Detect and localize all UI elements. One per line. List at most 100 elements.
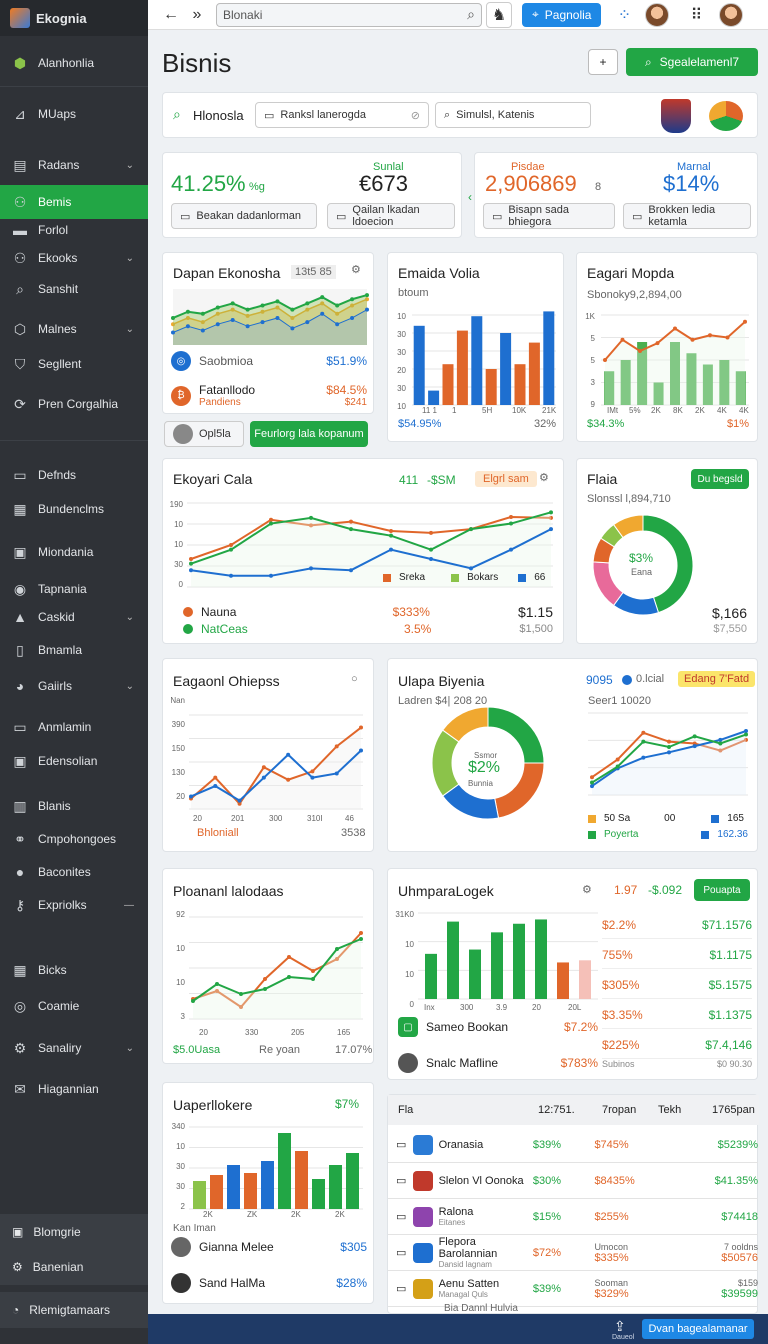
data-point [311, 969, 315, 973]
sidebar-item-1[interactable]: ▤ Radans ⌄ [0, 148, 148, 182]
sidebar-item-16[interactable]: ▭ Anmlamin [0, 710, 148, 744]
sidebar-bottom-item-0[interactable]: ▣ Blomgrie [0, 1214, 148, 1250]
kpi-chip-1[interactable]: ▭ Beakan dadanlorman [171, 203, 317, 229]
sidebar-item-11[interactable]: ▣ Miondania [0, 535, 148, 569]
sidebar-item-10[interactable]: ▦ Bundenclms [0, 492, 148, 526]
list-item[interactable]: NatCeas 3.5% $1,500 [183, 622, 553, 636]
settings-icon[interactable]: ⚙ [582, 884, 592, 896]
list-item[interactable]: Sand HalMa $28% [171, 1273, 367, 1293]
col-header[interactable]: 12:751. [538, 1104, 575, 1116]
sidebar-item-2[interactable]: ⚇ Bemis [0, 185, 148, 219]
footer-value-2: 17.07% [335, 1044, 373, 1056]
table-row[interactable]: 755% $1.1175 [602, 941, 752, 969]
report-button[interactable]: Feurlorg lala kopanum [250, 421, 368, 447]
table-row[interactable]: ▭ Ralona Eitanes $15% $255% $74418 [388, 1199, 758, 1235]
list-item[interactable]: Nauna $333% $1.15 [183, 604, 553, 620]
sidebar-item-19[interactable]: ⚭ Cmpohongoes [0, 822, 148, 856]
kpi-chip-3[interactable]: ▭ Bisapn sada bhiegora [483, 203, 615, 229]
sidebar-item-21[interactable]: ⚷ Expriolks — [0, 888, 148, 922]
share-icon[interactable]: ⇪ [614, 1318, 626, 1334]
info-icon[interactable]: ○ [351, 673, 358, 685]
table-row[interactable]: $305% $5.1575 [602, 971, 752, 999]
sidebar-item-20[interactable]: ● Baconites [0, 855, 148, 889]
back-button[interactable]: ← [163, 5, 179, 23]
sidebar-item-0[interactable]: ⊿ MUaps [0, 97, 148, 131]
bitcoin-icon: ₿ [171, 385, 191, 406]
grid-menu-icon[interactable]: ⠿ [690, 6, 703, 24]
profile-avatar[interactable] [719, 2, 744, 27]
sidebar-bottom-item-1[interactable]: ⚙ Banenian [0, 1249, 148, 1285]
sidebar-item-17[interactable]: ▣ Edensolian [0, 744, 148, 778]
sidebar-item-label: Edensolian [38, 754, 98, 768]
chevron-left-icon[interactable]: ‹ [468, 190, 472, 204]
search-input[interactable]: Blonaki [223, 7, 263, 22]
y-tick: 10 [405, 940, 414, 949]
footer-value-1: $54.95% [398, 418, 442, 430]
chevron-down-icon: ⌄ [125, 252, 134, 264]
filter-dropdown-1[interactable]: ▭ Ranksl lanerogda ⊘ [255, 102, 429, 128]
settings-icon[interactable]: ⚙ [539, 472, 549, 484]
table-row[interactable]: $3.35% $1.1375 [602, 1001, 752, 1029]
sidebar-item-8[interactable]: ⟳ Pren Corgalhia [0, 387, 148, 421]
bar [702, 364, 713, 405]
sidebar-item-18[interactable]: ▥ Blanis [0, 789, 148, 823]
table-row[interactable]: ▭ Slelon Vl Oonoka $30% $8435% $41.35% [388, 1163, 758, 1199]
filter-dropdown-2[interactable]: ⌕ Simulsl, Katenis [435, 102, 591, 128]
data-point [667, 739, 671, 744]
location-pill[interactable]: ⌖ Pagnolia [522, 2, 602, 27]
table-row[interactable]: ▭ Aenu Satten Managal Quls $39% Sooman $329% $… [388, 1271, 758, 1307]
country-filter[interactable]: Hlonosla [193, 108, 244, 123]
sidebar-item-4[interactable]: ⚇ Ekooks ⌄ [0, 241, 148, 275]
sidebar-item-3[interactable]: ▬ Forlol [0, 213, 148, 247]
sidebar-item-5[interactable]: ⌕ Sanshit [0, 272, 148, 306]
apps-icon[interactable]: ⁘ [617, 6, 632, 24]
bottom-action-button[interactable]: Dvan bagealamanar [642, 1319, 754, 1339]
forward-button[interactable]: » [192, 5, 202, 23]
col-header[interactable]: 1765pan [712, 1104, 755, 1116]
y-tick: 190 [170, 500, 184, 509]
sidebar-item-14[interactable]: ▯ Bmamla [0, 633, 148, 667]
primary-action-button[interactable]: ⌕ Sgealelamenl7 [626, 48, 758, 76]
sidebar-item-7[interactable]: ⛉ Segllent [0, 347, 148, 381]
search-bar[interactable]: Blonaki ⌕ [216, 2, 482, 27]
sidebar-item-25[interactable]: ✉ Hiagannian [0, 1072, 148, 1106]
col-header[interactable]: Fla [398, 1104, 414, 1116]
add-button[interactable]: + [588, 49, 618, 75]
sidebar-item-13[interactable]: ▲ Caskid ⌄ [0, 600, 148, 634]
series-area [173, 299, 367, 345]
sidebar-header[interactable]: ⬢ Alanhonlia [0, 46, 148, 80]
sidebar-item-6[interactable]: ⬡ Malnes ⌄ [0, 312, 148, 346]
search-icon[interactable]: ⌕ [467, 6, 475, 22]
kpi-chip-2[interactable]: ▭ Qailan lkadan ldoecion [327, 203, 455, 229]
list-item[interactable]: ▢ Sameo Bookan $7.2% [398, 1017, 598, 1037]
list-item[interactable]: Gianna Melee $305 [171, 1237, 367, 1257]
details-button[interactable]: Du begsld [691, 469, 749, 489]
app-logo[interactable]: Ekognia [0, 0, 148, 36]
list-item[interactable]: ₿ Fatanllodo Pandiens $84.5% $241 [171, 383, 367, 408]
table-row[interactable]: ▭ Flepora Barolannian Dansid lagnam $72% Umo… [388, 1235, 758, 1271]
sidebar-item-22[interactable]: ▦ Bicks [0, 953, 148, 987]
clear-icon[interactable]: ⊘ [410, 109, 420, 122]
table-row[interactable]: $2.2% $71.1576 [602, 911, 752, 939]
extension-icon[interactable]: ♞ [486, 1, 512, 28]
data-point [261, 765, 266, 770]
sidebar-item-12[interactable]: ◉ Tapnania [0, 572, 148, 606]
sidebar-bottom-item-2[interactable]: ◔ Rlemigtamaars [0, 1292, 148, 1328]
table-row[interactable]: ▭ Oranasia $39% $745% $5239% [388, 1127, 758, 1163]
user-avatar[interactable] [645, 2, 670, 27]
sidebar-item-23[interactable]: ◎ Coamie [0, 989, 148, 1023]
col-header[interactable]: Tekh [658, 1104, 682, 1116]
data-point [229, 547, 233, 552]
sidebar-item-24[interactable]: ⚙ Sanaliry ⌄ [0, 1031, 148, 1065]
action-button[interactable]: Pouapta [694, 879, 750, 901]
kpi-chip-4[interactable]: ▭ Brokken ledia ketamla [623, 203, 751, 229]
col-header[interactable]: 7ropan [602, 1104, 637, 1116]
list-item[interactable]: Snalc Mafline $783% [398, 1053, 598, 1073]
sidebar-item-9[interactable]: ▭ Defnds [0, 458, 148, 492]
user-chip[interactable]: Opl5la [164, 421, 244, 447]
sidebar-item-15[interactable]: ◕ Gaiirls ⌄ [0, 669, 148, 703]
list-item[interactable]: ◎ Saobmioa $51.9% [171, 351, 367, 371]
settings-icon[interactable]: ⚙ [351, 264, 361, 276]
table-row[interactable]: $225% $7.4,146 [602, 1031, 752, 1059]
data-point [549, 510, 553, 515]
